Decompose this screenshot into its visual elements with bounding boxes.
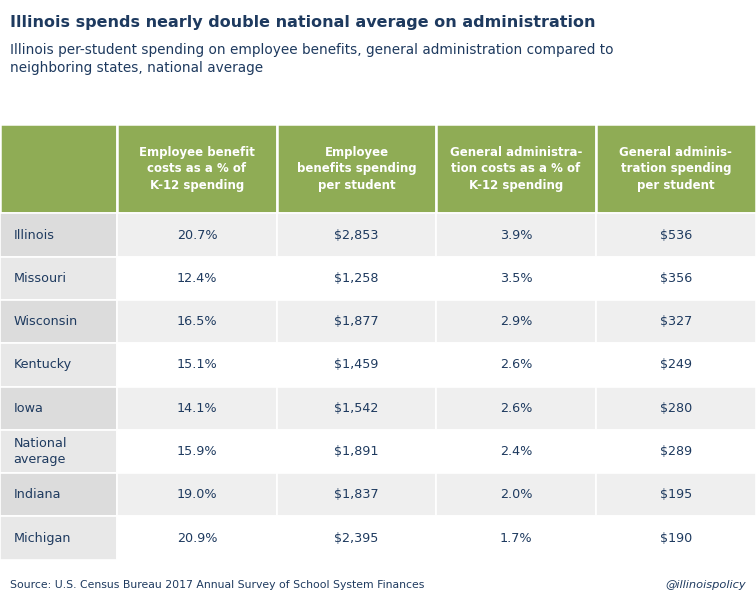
Text: Michigan: Michigan xyxy=(14,531,71,544)
Bar xyxy=(436,343,596,387)
Bar xyxy=(0,300,117,343)
Bar xyxy=(0,256,117,300)
Text: $1,891: $1,891 xyxy=(334,445,379,458)
Text: 20.7%: 20.7% xyxy=(177,229,217,242)
Bar xyxy=(596,517,756,560)
Text: $1,258: $1,258 xyxy=(334,272,379,285)
Bar xyxy=(0,213,117,256)
Bar xyxy=(117,517,277,560)
Bar xyxy=(277,517,436,560)
Bar xyxy=(596,343,756,387)
Text: Kentucky: Kentucky xyxy=(14,359,72,371)
Bar xyxy=(277,213,436,256)
Bar xyxy=(596,430,756,473)
Text: Illinois: Illinois xyxy=(14,229,54,242)
Bar xyxy=(117,124,277,213)
Text: General administra-
tion costs as a % of
K-12 spending: General administra- tion costs as a % of… xyxy=(450,146,582,192)
Bar xyxy=(596,256,756,300)
Bar xyxy=(596,124,756,213)
Bar xyxy=(436,517,596,560)
Bar xyxy=(0,473,117,517)
Text: 2.0%: 2.0% xyxy=(500,488,532,501)
Text: 2.6%: 2.6% xyxy=(500,359,532,371)
Text: 16.5%: 16.5% xyxy=(177,315,217,328)
Text: $1,542: $1,542 xyxy=(334,402,379,415)
Text: $1,837: $1,837 xyxy=(334,488,379,501)
Text: Illinois spends nearly double national average on administration: Illinois spends nearly double national a… xyxy=(10,15,595,30)
Text: $2,853: $2,853 xyxy=(334,229,379,242)
Text: 3.5%: 3.5% xyxy=(500,272,532,285)
Bar xyxy=(277,430,436,473)
Bar xyxy=(436,430,596,473)
Text: $536: $536 xyxy=(660,229,692,242)
Text: $190: $190 xyxy=(660,531,692,544)
Bar xyxy=(277,256,436,300)
Bar xyxy=(436,473,596,517)
Bar xyxy=(596,387,756,430)
Text: 2.9%: 2.9% xyxy=(500,315,532,328)
Text: 15.9%: 15.9% xyxy=(177,445,217,458)
Bar xyxy=(117,343,277,387)
Text: $356: $356 xyxy=(660,272,692,285)
Bar xyxy=(117,300,277,343)
Bar xyxy=(117,256,277,300)
Text: $1,877: $1,877 xyxy=(334,315,379,328)
Text: $289: $289 xyxy=(660,445,692,458)
Bar xyxy=(0,430,117,473)
Bar xyxy=(277,300,436,343)
Text: National
average: National average xyxy=(14,437,67,466)
Text: Employee
benefits spending
per student: Employee benefits spending per student xyxy=(296,146,417,192)
Bar xyxy=(0,343,117,387)
Bar xyxy=(0,517,117,560)
Bar xyxy=(277,473,436,517)
Text: Wisconsin: Wisconsin xyxy=(14,315,78,328)
Text: 19.0%: 19.0% xyxy=(177,488,217,501)
Text: $280: $280 xyxy=(660,402,692,415)
Bar xyxy=(436,300,596,343)
Text: 15.1%: 15.1% xyxy=(177,359,217,371)
Text: 2.4%: 2.4% xyxy=(500,445,532,458)
Bar xyxy=(117,387,277,430)
Text: 20.9%: 20.9% xyxy=(177,531,217,544)
Text: $249: $249 xyxy=(660,359,692,371)
Text: 12.4%: 12.4% xyxy=(177,272,217,285)
Text: Missouri: Missouri xyxy=(14,272,67,285)
Bar xyxy=(117,213,277,256)
Bar xyxy=(596,213,756,256)
Bar xyxy=(277,124,436,213)
Bar xyxy=(436,256,596,300)
Bar xyxy=(117,430,277,473)
Text: General adminis-
tration spending
per student: General adminis- tration spending per st… xyxy=(619,146,733,192)
Bar xyxy=(117,473,277,517)
Bar xyxy=(596,473,756,517)
Bar xyxy=(596,300,756,343)
Text: Employee benefit
costs as a % of
K-12 spending: Employee benefit costs as a % of K-12 sp… xyxy=(139,146,255,192)
Bar xyxy=(436,387,596,430)
Text: $195: $195 xyxy=(660,488,692,501)
Bar xyxy=(436,213,596,256)
Text: $327: $327 xyxy=(660,315,692,328)
Text: 2.6%: 2.6% xyxy=(500,402,532,415)
Text: 3.9%: 3.9% xyxy=(500,229,532,242)
Text: 14.1%: 14.1% xyxy=(177,402,217,415)
Text: $2,395: $2,395 xyxy=(334,531,379,544)
Bar xyxy=(436,124,596,213)
Text: 1.7%: 1.7% xyxy=(500,531,532,544)
Bar xyxy=(0,387,117,430)
Text: @illinoispolicy: @illinoispolicy xyxy=(665,581,746,590)
Text: Illinois per-student spending on employee benefits, general administration compa: Illinois per-student spending on employe… xyxy=(10,43,613,76)
Bar xyxy=(0,124,117,213)
Bar xyxy=(277,343,436,387)
Text: Indiana: Indiana xyxy=(14,488,61,501)
Bar xyxy=(277,387,436,430)
Text: Iowa: Iowa xyxy=(14,402,44,415)
Text: $1,459: $1,459 xyxy=(334,359,379,371)
Text: Source: U.S. Census Bureau 2017 Annual Survey of School System Finances: Source: U.S. Census Bureau 2017 Annual S… xyxy=(10,581,424,590)
